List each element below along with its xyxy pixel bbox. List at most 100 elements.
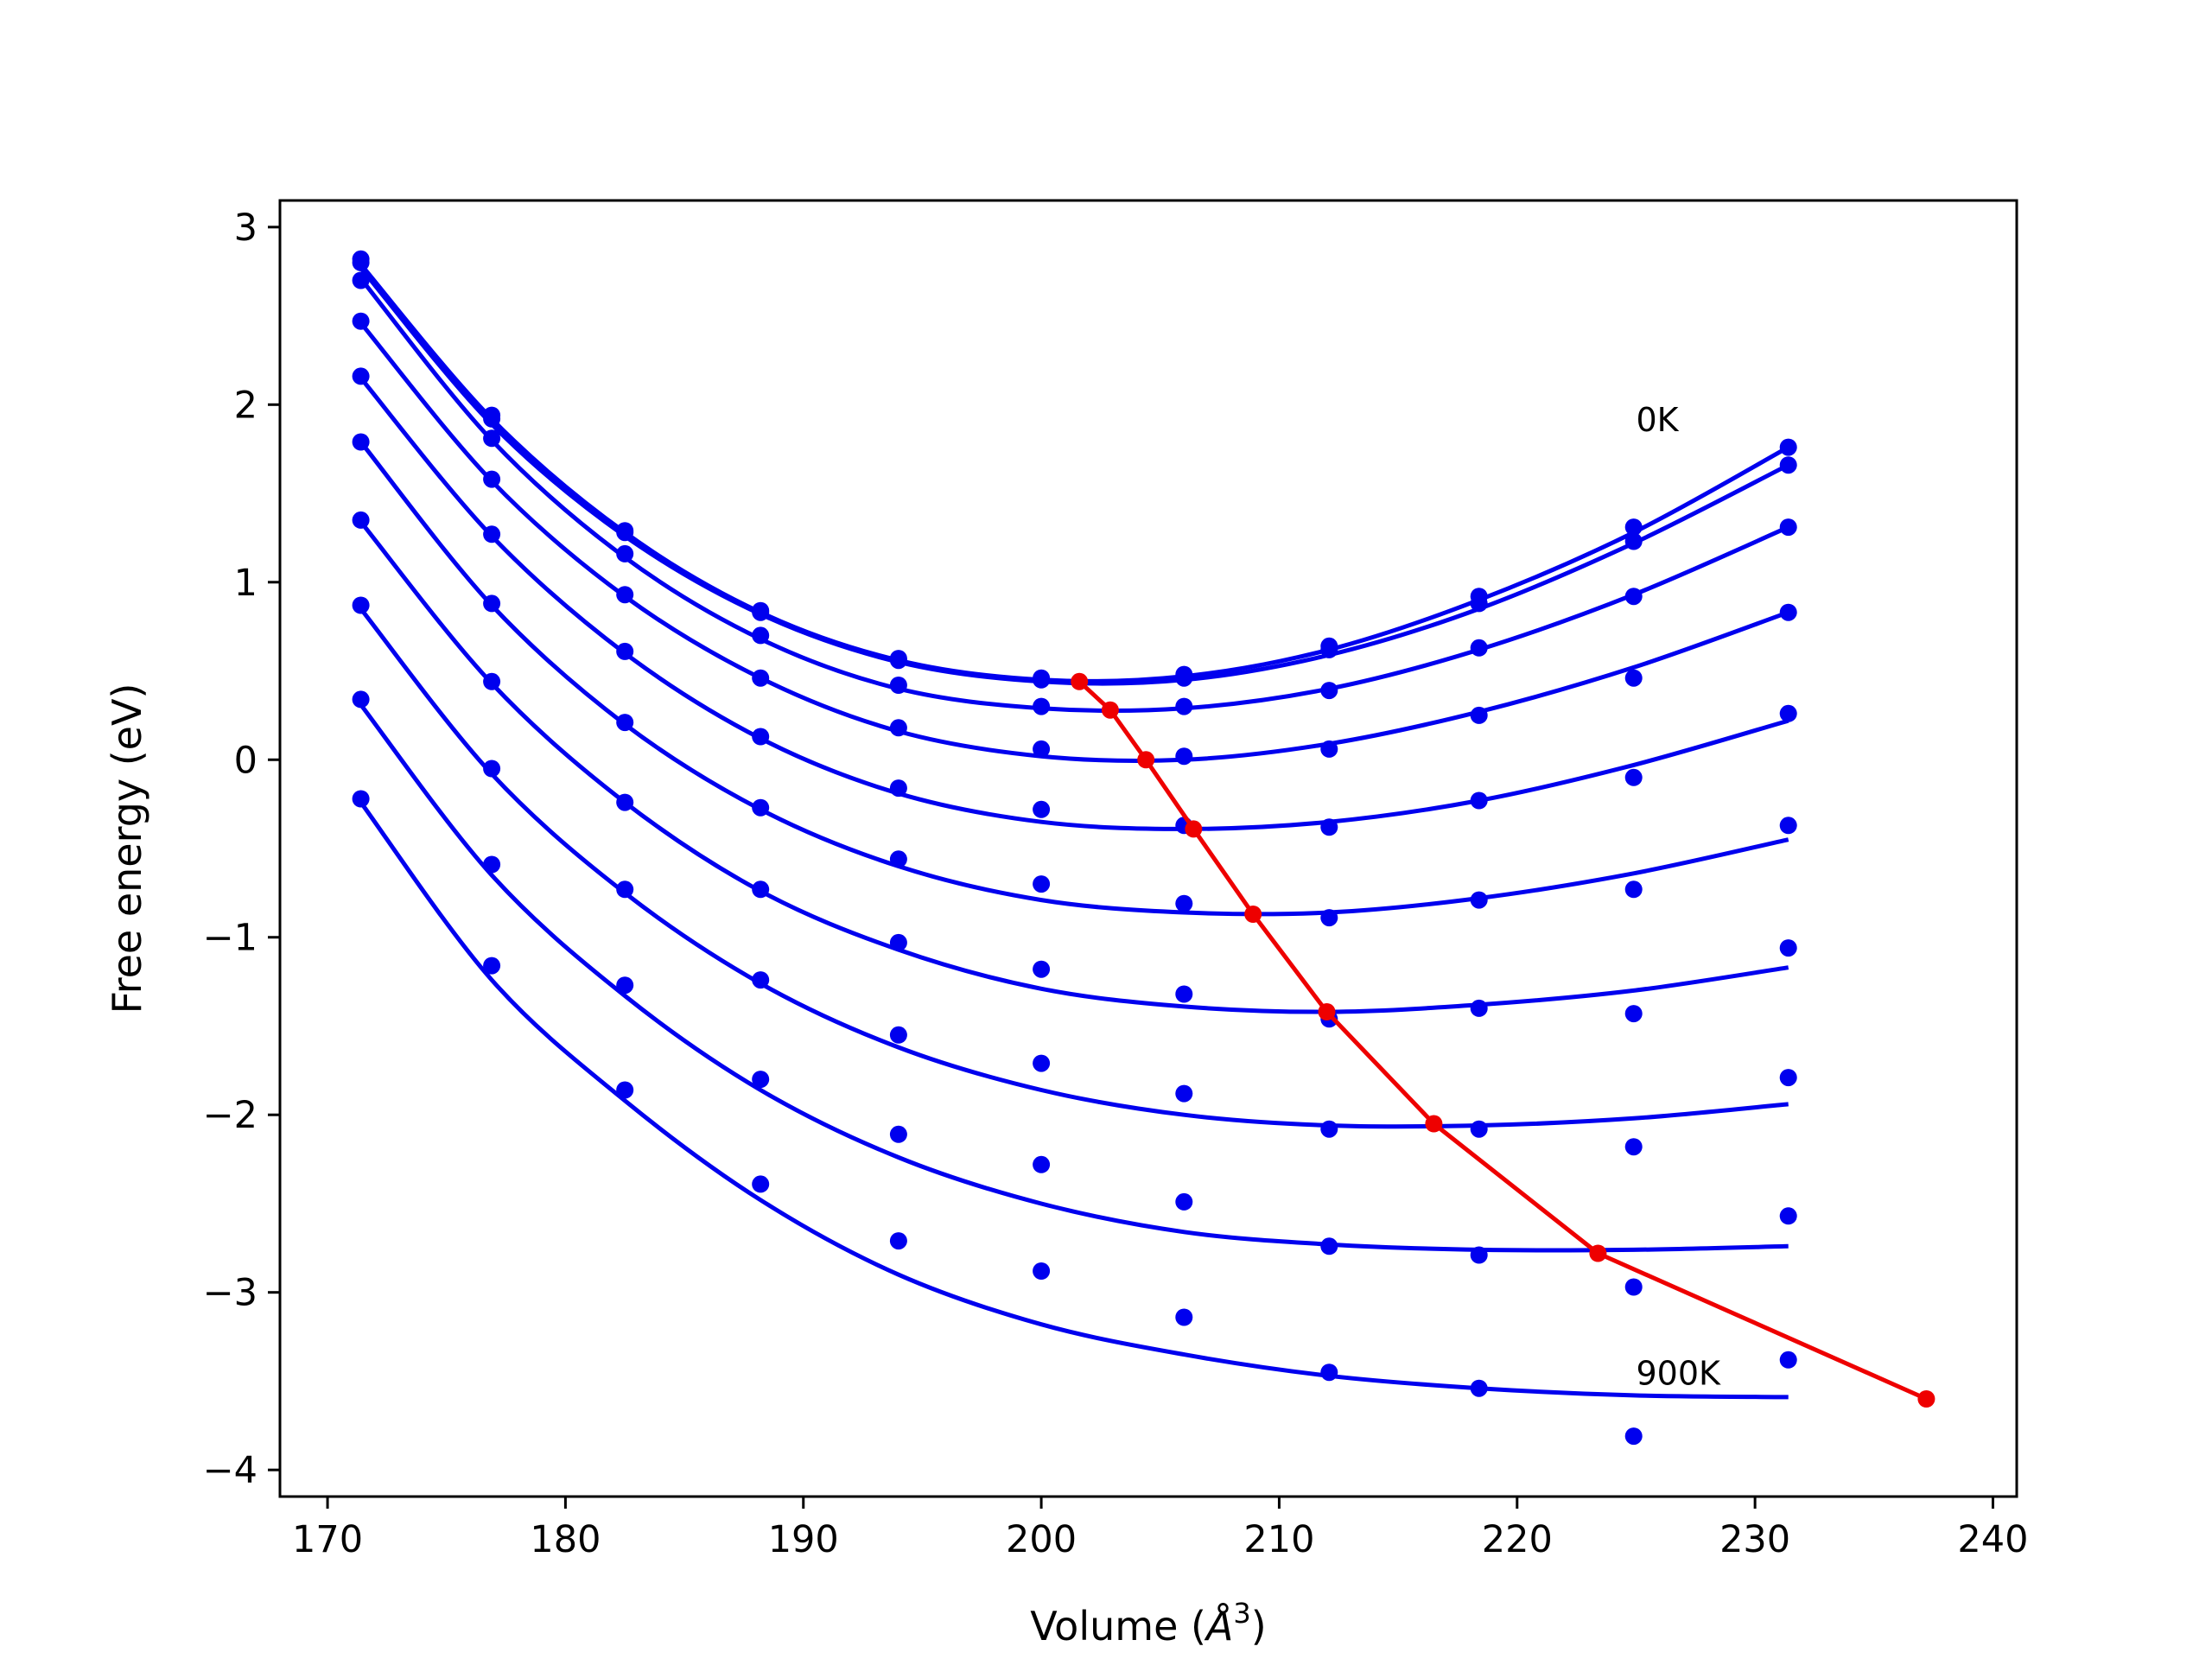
fit-curve-9 xyxy=(359,801,1789,1400)
fit-curve-6 xyxy=(359,520,1789,1014)
data-point xyxy=(1320,682,1338,700)
data-point xyxy=(1320,1237,1338,1255)
minimum-point xyxy=(1425,1115,1443,1133)
data-point xyxy=(1779,704,1797,722)
data-point xyxy=(616,642,634,660)
data-point xyxy=(1624,1278,1643,1296)
data-point xyxy=(1779,1351,1797,1369)
data-point xyxy=(1470,1379,1488,1397)
y-axis-ticks: −4 −3 −2 −1 0 1 2 3 xyxy=(203,207,280,1492)
x-axis-label-exponent: 3 xyxy=(1233,1597,1250,1630)
data-point xyxy=(752,1071,770,1089)
data-point xyxy=(1320,740,1338,758)
data-point xyxy=(1175,894,1193,912)
x-axis-label-prefix: Volume ( xyxy=(1030,1603,1206,1649)
x-tick-label: 230 xyxy=(1719,1518,1790,1561)
data-point xyxy=(1470,999,1488,1017)
fit-curve-5 xyxy=(359,440,1789,917)
data-points xyxy=(352,250,1797,1446)
data-point xyxy=(1779,1069,1797,1087)
data-point xyxy=(1033,875,1051,893)
data-point xyxy=(616,524,634,542)
x-tick-label: 200 xyxy=(1006,1518,1077,1561)
x-tick-label: 180 xyxy=(530,1518,601,1561)
data-point xyxy=(1779,456,1797,474)
data-point xyxy=(752,1175,770,1193)
data-point xyxy=(752,626,770,645)
data-point xyxy=(483,470,501,488)
minimum-point xyxy=(1137,751,1155,769)
annotation-1: 900K xyxy=(1637,1355,1722,1393)
data-point xyxy=(1175,1308,1193,1326)
data-point xyxy=(1624,880,1643,899)
data-point xyxy=(1779,1207,1797,1225)
data-point xyxy=(1320,1363,1338,1382)
data-point xyxy=(1470,594,1488,613)
data-point xyxy=(616,586,634,604)
data-point xyxy=(1624,532,1643,550)
data-point xyxy=(352,253,370,271)
y-tick-label: −4 xyxy=(203,1449,257,1492)
data-point xyxy=(1033,740,1051,758)
data-point xyxy=(352,790,370,808)
y-tick-label: 0 xyxy=(234,739,257,782)
annotations: 0K 900K xyxy=(1637,401,1722,1392)
data-point xyxy=(889,850,907,868)
data-point xyxy=(889,1026,907,1044)
data-point xyxy=(1470,791,1488,810)
data-point xyxy=(1175,1192,1193,1211)
data-point xyxy=(1779,817,1797,835)
y-tick-label: 3 xyxy=(234,207,257,250)
minimum-point xyxy=(1318,1003,1336,1020)
minimum-point xyxy=(1244,906,1262,923)
data-point xyxy=(1624,669,1643,687)
data-point xyxy=(889,779,907,798)
data-point xyxy=(483,957,501,975)
data-point xyxy=(616,880,634,899)
data-point xyxy=(1033,671,1051,689)
data-point xyxy=(1320,818,1338,836)
data-point xyxy=(1779,518,1797,537)
data-point xyxy=(752,669,770,687)
data-point xyxy=(1175,747,1193,766)
x-tick-label: 190 xyxy=(768,1518,839,1561)
data-point xyxy=(352,312,370,330)
data-point xyxy=(483,429,501,448)
data-point xyxy=(483,672,501,690)
minimum-point xyxy=(1101,701,1119,719)
data-point xyxy=(1624,1005,1643,1023)
data-point xyxy=(1033,800,1051,818)
data-point xyxy=(752,728,770,746)
data-point xyxy=(483,855,501,874)
data-point xyxy=(616,976,634,995)
data-point xyxy=(1175,985,1193,1003)
y-tick-label: 1 xyxy=(234,562,257,605)
plot-frame xyxy=(278,199,2018,1498)
data-point xyxy=(1033,1262,1051,1280)
y-tick-label: −1 xyxy=(203,917,257,960)
data-point xyxy=(483,760,501,778)
x-tick-label: 240 xyxy=(1957,1518,2028,1561)
annotation-0: 0K xyxy=(1637,401,1680,439)
y-tick-label: 2 xyxy=(234,384,257,427)
y-tick-label: −2 xyxy=(203,1094,257,1137)
data-point xyxy=(1624,1138,1643,1156)
minimum-point xyxy=(1589,1244,1607,1262)
data-point xyxy=(616,1081,634,1099)
data-point xyxy=(352,511,370,529)
data-point xyxy=(616,544,634,563)
data-point xyxy=(1624,1427,1643,1446)
x-axis-label-suffix: ) xyxy=(1251,1603,1267,1649)
data-point xyxy=(483,525,501,543)
x-axis-label-symbol: Å xyxy=(1204,1603,1233,1649)
y-axis-label: Free energy (eV) xyxy=(104,683,150,1014)
x-tick-label: 210 xyxy=(1243,1518,1314,1561)
data-point xyxy=(352,271,370,289)
data-point xyxy=(889,1125,907,1143)
data-point xyxy=(352,367,370,385)
fit-curve-8 xyxy=(359,703,1789,1253)
minimum-point xyxy=(1185,820,1203,838)
data-point xyxy=(483,410,501,428)
data-point xyxy=(752,798,770,817)
